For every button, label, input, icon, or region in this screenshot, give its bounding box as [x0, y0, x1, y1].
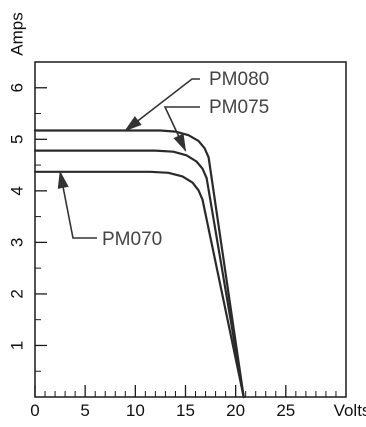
- x-tick-label: 0: [30, 401, 39, 420]
- x-tick-label: 15: [176, 401, 195, 420]
- series-line-pm080: [33, 129, 245, 399]
- y-tick-label: 4: [7, 186, 26, 195]
- y-tick-label: 3: [7, 238, 26, 247]
- callout-label-pm070: PM070: [102, 229, 162, 250]
- y-tick-label: 6: [7, 83, 26, 92]
- series-layer: [33, 129, 245, 399]
- callout-arrowhead-pm070: [57, 170, 69, 189]
- y-tick-label: 5: [7, 135, 26, 144]
- x-tick-label: 10: [126, 401, 145, 420]
- series-line-pm070: [33, 170, 245, 399]
- callout-label-pm080: PM080: [209, 69, 269, 90]
- plot-frame: [34, 61, 347, 398]
- callout-arrowhead-pm080: [124, 116, 142, 132]
- labels-layer: 0 5 10 15 20 25 1 2 3 4 5 6 Volts Amps PM080 PM075 PM070: [7, 12, 366, 420]
- y-tick-label: 2: [7, 289, 26, 298]
- annotation-layer: [57, 78, 200, 239]
- callout-arrowhead-pm075: [173, 133, 187, 152]
- x-tick-label: 20: [226, 401, 245, 420]
- series-line-pm075: [33, 149, 245, 399]
- x-axis-label: Volts: [334, 401, 366, 420]
- axes: [34, 61, 347, 398]
- callout-leader-pm070: [59, 171, 97, 239]
- x-tick-label: 25: [276, 401, 295, 420]
- x-tick-label: 5: [80, 401, 89, 420]
- callout-label-pm075: PM075: [209, 97, 269, 118]
- callout-leader-pm080: [124, 78, 200, 132]
- y-tick-label: 1: [7, 341, 26, 350]
- y-axis-label: Amps: [7, 12, 26, 55]
